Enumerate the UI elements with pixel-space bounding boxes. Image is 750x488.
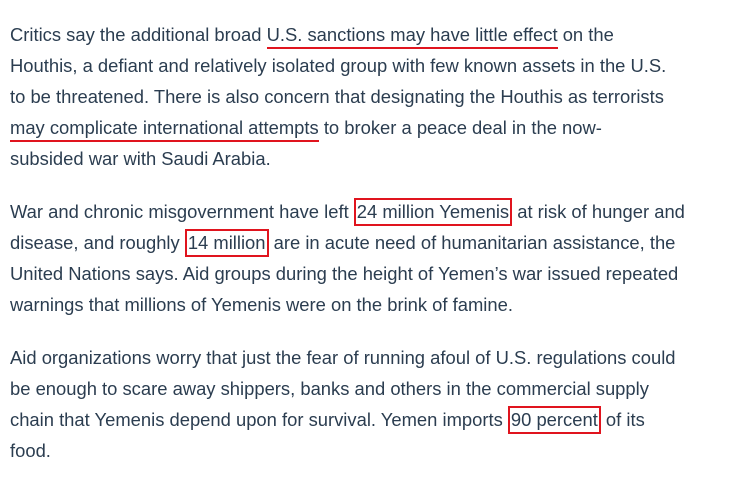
text-line: chain that Yemenis depend upon for survi… [10, 404, 746, 435]
text-line: food. [10, 435, 746, 466]
paragraph: War and chronic misgovernment have left … [10, 196, 746, 320]
highlighted-text: 24 million Yemenis [353, 198, 513, 226]
text-segment: subsided war with Saudi Arabia. [10, 148, 271, 169]
text-segment: warnings that millions of Yemenis were o… [10, 294, 513, 315]
text-segment: of its [600, 409, 645, 430]
text-segment: at risk of hunger and [512, 201, 685, 222]
text-segment: be enough to scare away shippers, banks … [10, 378, 649, 399]
text-segment: War and chronic misgovernment have left [10, 201, 354, 222]
article: Critics say the additional broad U.S. sa… [10, 19, 746, 488]
text-line: may complicate international attempts to… [10, 112, 746, 143]
text-line: War and chronic misgovernment have left … [10, 196, 746, 227]
page: {"article": {"paragraphs": [ {"lines": [… [10, 24, 685, 461]
text-segment: United Nations says. Aid groups during t… [10, 263, 679, 284]
text-segment: on the [557, 24, 614, 45]
text-line: United Nations says. Aid groups during t… [10, 258, 746, 289]
highlighted-text: 90 percent [507, 406, 601, 434]
text-segment: Aid organizations worry that just the fe… [10, 347, 676, 368]
highlighted-text: U.S. sanctions may have little effect [266, 24, 558, 49]
text-line: Houthis, a defiant and relatively isolat… [10, 50, 746, 81]
text-line: warnings that millions of Yemenis were o… [10, 289, 746, 320]
text-segment: disease, and roughly [10, 232, 185, 253]
text-line: Aid organizations worry that just the fe… [10, 342, 746, 373]
text-line: be enough to scare away shippers, banks … [10, 373, 746, 404]
highlighted-text: 14 million [184, 229, 269, 257]
text-segment: are in acute need of humanitarian assist… [268, 232, 676, 253]
highlighted-text: may complicate international attempts [10, 117, 319, 142]
text-segment: Critics say the additional broad [10, 24, 267, 45]
text-segment: food. [10, 440, 51, 461]
text-line: subsided war with Saudi Arabia. [10, 143, 746, 174]
text-line: to be threatened. There is also concern … [10, 81, 746, 112]
paragraph: Critics say the additional broad U.S. sa… [10, 19, 746, 174]
text-line: Critics say the additional broad U.S. sa… [10, 19, 746, 50]
paragraph: Aid organizations worry that just the fe… [10, 342, 746, 466]
text-segment: to broker a peace deal in the now- [318, 117, 602, 138]
text-segment: chain that Yemenis depend upon for survi… [10, 409, 508, 430]
text-segment: to be threatened. There is also concern … [10, 86, 664, 107]
text-line: disease, and roughly 14 million are in a… [10, 227, 746, 258]
text-segment: Houthis, a defiant and relatively isolat… [10, 55, 667, 76]
